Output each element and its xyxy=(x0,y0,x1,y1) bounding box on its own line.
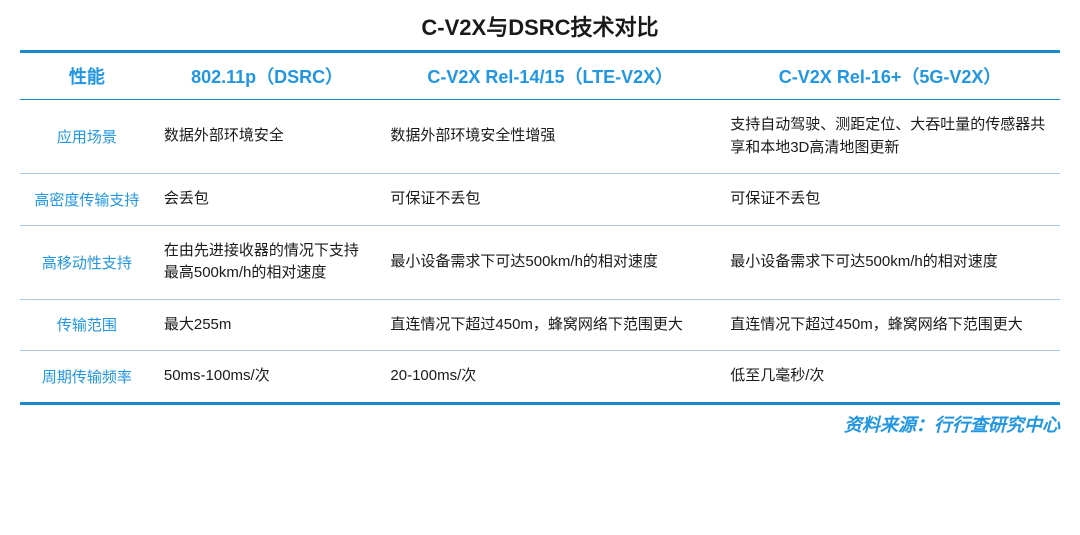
table-header-row: 性能 802.11p（DSRC） C-V2X Rel-14/15（LTE-V2X… xyxy=(20,52,1060,100)
row-label-range: 传输范围 xyxy=(20,299,154,351)
cell-content: 低至几毫秒/次 xyxy=(720,351,1060,404)
cell-content: 数据外部环境安全性增强 xyxy=(380,100,720,174)
cell-content: 直连情况下超过450m，蜂窝网络下范围更大 xyxy=(380,299,720,351)
row-label-scenario: 应用场景 xyxy=(20,100,154,174)
cell-content: 最大255m xyxy=(154,299,381,351)
table-row: 周期传输频率 50ms-100ms/次 20-100ms/次 低至几毫秒/次 xyxy=(20,351,1060,404)
cell-content: 直连情况下超过450m，蜂窝网络下范围更大 xyxy=(720,299,1060,351)
cell-content: 最小设备需求下可达500km/h的相对速度 xyxy=(380,225,720,299)
cell-content: 会丢包 xyxy=(154,174,381,226)
cell-content: 在由先进接收器的情况下支持最高500km/h的相对速度 xyxy=(154,225,381,299)
header-dsrc: 802.11p（DSRC） xyxy=(154,52,381,100)
cell-content: 50ms-100ms/次 xyxy=(154,351,381,404)
cell-content: 数据外部环境安全 xyxy=(154,100,381,174)
page-title: C-V2X与DSRC技术对比 xyxy=(20,10,1060,50)
table-row: 高密度传输支持 会丢包 可保证不丢包 可保证不丢包 xyxy=(20,174,1060,226)
table-row: 传输范围 最大255m 直连情况下超过450m，蜂窝网络下范围更大 直连情况下超… xyxy=(20,299,1060,351)
row-label-mobility: 高移动性支持 xyxy=(20,225,154,299)
cell-content: 可保证不丢包 xyxy=(720,174,1060,226)
source-citation: 资料来源：行行查研究中心 xyxy=(20,405,1060,437)
cell-content: 最小设备需求下可达500km/h的相对速度 xyxy=(720,225,1060,299)
cell-content: 支持自动驾驶、测距定位、大吞吐量的传感器共享和本地3D高清地图更新 xyxy=(720,100,1060,174)
cell-content: 20-100ms/次 xyxy=(380,351,720,404)
header-lte-v2x: C-V2X Rel-14/15（LTE-V2X） xyxy=(380,52,720,100)
table-row: 应用场景 数据外部环境安全 数据外部环境安全性增强 支持自动驾驶、测距定位、大吞… xyxy=(20,100,1060,174)
header-5g-v2x: C-V2X Rel-16+（5G-V2X） xyxy=(720,52,1060,100)
comparison-table: 性能 802.11p（DSRC） C-V2X Rel-14/15（LTE-V2X… xyxy=(20,50,1060,405)
row-label-density: 高密度传输支持 xyxy=(20,174,154,226)
table-row: 高移动性支持 在由先进接收器的情况下支持最高500km/h的相对速度 最小设备需… xyxy=(20,225,1060,299)
header-performance: 性能 xyxy=(20,52,154,100)
row-label-frequency: 周期传输频率 xyxy=(20,351,154,404)
cell-content: 可保证不丢包 xyxy=(380,174,720,226)
